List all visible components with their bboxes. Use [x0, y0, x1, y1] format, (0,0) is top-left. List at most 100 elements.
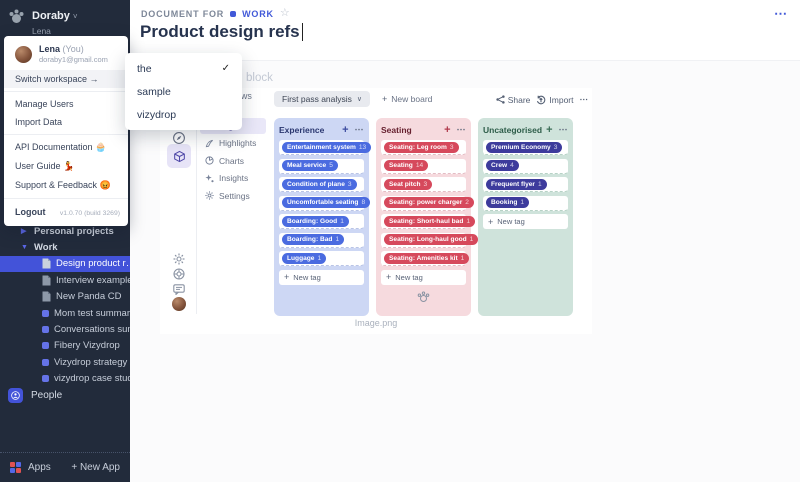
tag-pill[interactable]: Booking 1: [486, 197, 530, 208]
sidebar-item-personal-projects[interactable]: ▶ Personal projects: [0, 223, 130, 239]
submenu-item-sample[interactable]: sample: [125, 80, 242, 103]
help-ring-icon[interactable]: [169, 265, 189, 283]
compass-icon[interactable]: [167, 126, 191, 150]
tag-pill[interactable]: Uncomfortable seating 8: [282, 197, 371, 208]
menu-item-manage-users[interactable]: Manage Users: [15, 99, 74, 109]
board-more-button[interactable]: ⋯: [580, 94, 589, 105]
logout-label: Logout: [15, 207, 46, 217]
column-more-button[interactable]: ⋯: [558, 124, 568, 134]
sidebar-item-vizydrop-strategy[interactable]: Vizydrop strategy ide…: [0, 354, 130, 370]
document-title[interactable]: Product design refs: [140, 22, 300, 41]
menu-item-switch-workspace[interactable]: Switch workspace →: [4, 70, 128, 88]
cube-icon[interactable]: [167, 144, 191, 168]
sidebar-item-new-panda-cd[interactable]: New Panda CD: [0, 289, 130, 305]
editor-placeholder-fragment: block: [246, 72, 273, 84]
favorite-star-icon[interactable]: ☆: [279, 7, 290, 19]
tree-label: vizydrop case study: [54, 373, 130, 385]
import-button[interactable]: Import: [536, 94, 574, 105]
tag-pill[interactable]: Boarding: Bad 1: [282, 234, 345, 245]
tag-pill[interactable]: Seating: Short-haul bad 1: [384, 215, 476, 227]
entity-icon: [42, 375, 49, 383]
tag-pill[interactable]: Condition of plane 3: [282, 178, 357, 190]
tag-pill[interactable]: Seating: Long-haul good 1: [384, 234, 479, 245]
new-tag-button[interactable]: + New tag: [279, 269, 364, 285]
apps-grid-icon: [10, 462, 21, 473]
nav-item-insights[interactable]: Insights: [200, 171, 266, 187]
menu-item-user-guide[interactable]: User Guide 💃: [15, 161, 75, 171]
sidebar-item-vizydrop-case-study[interactable]: vizydrop case study: [0, 371, 130, 387]
sidebar-item-interview-example[interactable]: Interview example: [0, 272, 130, 288]
sidebar-item-mom-test-summary[interactable]: Mom test summary: [0, 305, 130, 321]
tree-label: Mom test summary: [54, 307, 130, 319]
user-avatar-small[interactable]: [169, 295, 189, 313]
board-view-selector[interactable]: First pass analysis ∨: [274, 91, 371, 107]
chat-feedback-icon[interactable]: [169, 280, 189, 298]
entity-icon: [42, 342, 49, 350]
workspace-switcher[interactable]: Doraby ˅ Lena: [8, 6, 78, 36]
tag-pill[interactable]: Crew 4: [486, 160, 519, 171]
expanded-triangle-icon[interactable]: ▼: [21, 244, 28, 252]
plus-icon: +: [386, 272, 392, 282]
tag-pill[interactable]: Seating: power charger 2: [384, 197, 474, 208]
apps-button[interactable]: Apps: [10, 462, 51, 473]
nav-item-highlights[interactable]: Highlights: [200, 136, 266, 152]
menu-item-api-documentation[interactable]: API Documentation 🧁: [15, 142, 107, 152]
new-app-button[interactable]: + New App: [71, 462, 120, 473]
add-tag-button[interactable]: +: [444, 123, 451, 136]
add-tag-button[interactable]: +: [342, 123, 349, 136]
text-cursor: [301, 23, 304, 41]
menu-item-logout[interactable]: Logout v1.0.70 (build 3269): [4, 202, 128, 222]
tree-label: Interview example: [56, 274, 130, 286]
workspace-user: Lena: [32, 26, 51, 36]
tag-card: Boarding: Good 1: [279, 214, 364, 229]
tag-pill[interactable]: Premium Economy 3: [486, 141, 563, 153]
tag-pill[interactable]: Boarding: Good 1: [282, 215, 349, 227]
tag-pill[interactable]: Entertainment system 13: [282, 141, 372, 153]
new-board-button[interactable]: + New board: [382, 94, 432, 104]
tree-label: Fibery Vizydrop: [54, 340, 120, 352]
share-button[interactable]: Share: [496, 95, 530, 105]
tag-pill[interactable]: Frequent flyer 1: [486, 178, 547, 190]
gear-icon[interactable]: [169, 250, 189, 268]
import-label: Import: [549, 94, 574, 105]
new-tag-button[interactable]: + New tag: [483, 214, 568, 229]
tag-card: Seating: Short-haul bad 1: [381, 214, 476, 229]
sidebar-item-conversations-summary[interactable]: Conversations summ…: [0, 321, 130, 337]
new-tag-button[interactable]: + New tag: [381, 269, 466, 285]
tag-pill[interactable]: Meal service 5: [282, 160, 338, 171]
nav-label: Insights: [219, 173, 249, 184]
board-toolbar: First pass analysis ∨ + New board Share …: [272, 91, 592, 109]
import-icon: [537, 95, 546, 104]
sidebar-item-people[interactable]: People: [0, 386, 130, 405]
people-app-icon: [8, 388, 23, 403]
sidebar-item-work[interactable]: ▼ Work: [0, 239, 130, 255]
menu-item-import-data[interactable]: Import Data: [15, 117, 63, 127]
nav-item-charts[interactable]: Charts: [200, 153, 266, 169]
space-link[interactable]: WORK: [242, 8, 274, 19]
document-more-button[interactable]: ⋯: [774, 6, 788, 21]
nav-item-settings[interactable]: Settings: [200, 188, 266, 204]
collapsed-triangle-icon[interactable]: ▶: [21, 228, 27, 236]
user-you-suffix: (You): [62, 44, 84, 54]
add-tag-button[interactable]: +: [546, 123, 553, 136]
app-version: v1.0.70 (build 3269): [59, 210, 120, 217]
submenu-item-the[interactable]: the ✓: [125, 57, 242, 80]
sidebar-item-design-product-refs[interactable]: Design product r… ⋯: [0, 255, 130, 273]
vizydrop-paw-icon: [417, 291, 430, 302]
sidebar-item-fibery-vizydrop[interactable]: Fibery Vizydrop: [0, 338, 130, 354]
menu-item-support-feedback[interactable]: Support & Feedback 😡: [15, 180, 111, 190]
tag-pill[interactable]: Seating: Amenities kit 1: [384, 252, 470, 264]
tag-pill[interactable]: Seat pitch 3: [384, 178, 433, 190]
new-tag-label: New tag: [497, 217, 525, 226]
submenu-item-vizydrop[interactable]: vizydrop: [125, 103, 242, 126]
tag-pill[interactable]: Seating: Leg room 3: [384, 141, 459, 153]
new-tag-label: New tag: [293, 272, 321, 282]
tag-card: Seating: power charger 2: [381, 195, 474, 211]
apps-label: Apps: [28, 462, 51, 473]
column-more-button[interactable]: ⋯: [354, 124, 364, 134]
user-email: doraby1@gmail.com: [39, 55, 108, 64]
column-more-button[interactable]: ⋯: [456, 124, 466, 134]
tag-pill[interactable]: Luggage 1: [282, 252, 327, 264]
column-experience: Experience + ⋯ Entertainment system 13 Me…: [274, 118, 372, 316]
tag-pill[interactable]: Seating 14: [384, 160, 429, 171]
